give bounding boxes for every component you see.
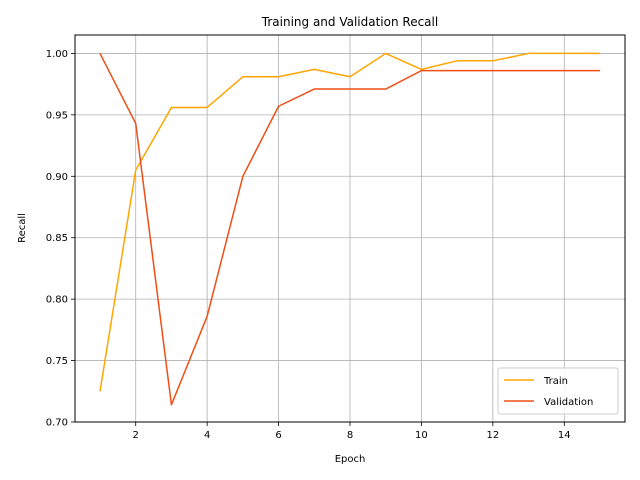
legend-label-validation: Validation: [544, 397, 593, 408]
y-tick-label: 0.95: [46, 110, 68, 121]
series-line-train: [99, 52, 600, 392]
chart-title: Training and Validation Recall: [261, 15, 438, 29]
axis-ticks: 2 4 6 8 10 12 14 0.70 0.75 0.80 0.85 0.90 0.95 1.00: [46, 49, 571, 441]
y-tick-label: 0.85: [46, 233, 68, 244]
y-tick-label: 0.75: [46, 356, 68, 367]
y-tick-label: 0.70: [46, 418, 68, 429]
x-tick-label: 8: [347, 430, 353, 441]
x-tick-label: 10: [415, 430, 428, 441]
x-tick-label: 4: [204, 430, 210, 441]
y-tick-label: 0.90: [46, 172, 68, 183]
x-tick-label: 2: [133, 430, 139, 441]
series-lines: [99, 52, 600, 406]
x-tick-label: 6: [275, 430, 281, 441]
y-tick-label: 0.80: [46, 295, 68, 306]
x-tick-label: 14: [558, 430, 571, 441]
x-tick-label: 12: [486, 430, 499, 441]
legend: Train Validation: [497, 367, 619, 415]
y-tick-label: 1.00: [46, 49, 68, 60]
legend-label-train: Train: [543, 376, 568, 387]
x-axis-label: Epoch: [335, 454, 366, 465]
y-axis-label: Recall: [17, 213, 28, 243]
series-line-validation: [99, 53, 600, 406]
